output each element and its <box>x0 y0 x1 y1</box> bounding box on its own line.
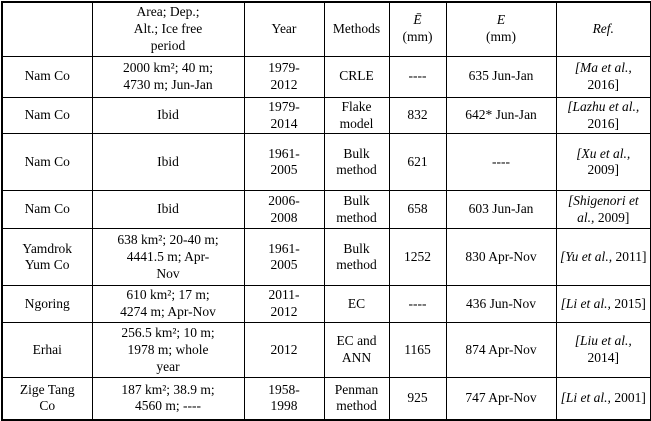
header-row: Area; Dep.; Alt.; Ice free period Year Met… <box>1 1 651 57</box>
lake-name-cell: Nam Co <box>1 96 93 135</box>
methods-cell: EC <box>323 285 390 324</box>
reference-authors: [Lazhu et al., <box>567 98 640 114</box>
reference-year: 2001] <box>614 389 646 405</box>
column-header-methods: Methods <box>323 1 390 57</box>
mean-evaporation-cell: ---- <box>388 55 447 98</box>
reference-authors: [Shigenori et al., <box>567 193 639 225</box>
header-label: Area; Dep.; Alt.; Ice free period <box>133 4 203 53</box>
reference-cell: [Li et al., 2015] <box>555 285 651 324</box>
evaporation-cell: 436 Jun-Nov <box>445 285 557 324</box>
area-depth-altitude-cell: Ibid <box>91 133 245 192</box>
table-row: Ngoring 610 km²; 17 m; 4274 m; Apr-Nov 201… <box>1 285 651 324</box>
reference-authors: [Li et al., <box>560 295 611 311</box>
header-label: Ref. <box>592 20 614 36</box>
table-row: Nam Co 2000 km²; 40 m; 4730 m; Jun-Jan 197… <box>1 55 651 98</box>
mean-evaporation-cell: 832 <box>388 96 447 135</box>
header-label: Methods <box>332 20 381 36</box>
methods-cell: CRLE <box>323 55 390 98</box>
area-depth-altitude-cell: 2000 km²; 40 m; 4730 m; Jun-Jan <box>91 55 245 98</box>
table-row: Yamdrok Yum Co 638 km²; 20-40 m; 4441.5 m… <box>1 228 651 287</box>
area-depth-altitude-cell: Ibid <box>91 96 245 135</box>
lake-name-cell: Nam Co <box>1 190 93 230</box>
reference-cell: [Ma et al., 2016] <box>555 55 651 98</box>
reference-cell: [Li et al., 2001] <box>555 377 651 421</box>
header-label: Year <box>271 20 297 36</box>
column-header-reference: Ref. <box>555 1 651 57</box>
lake-name-cell: Zige Tang Co <box>1 377 93 421</box>
mean-evaporation-cell: 658 <box>388 190 447 230</box>
header-unit: (mm) <box>402 29 433 45</box>
column-header-area: Area; Dep.; Alt.; Ice free period <box>91 1 245 57</box>
lake-name-cell: Ngoring <box>1 285 93 324</box>
table-header: Area; Dep.; Alt.; Ice free period Year Met… <box>1 1 651 57</box>
lake-name-cell: Erhai <box>1 322 93 379</box>
header-label: Ē <box>413 12 422 28</box>
area-depth-altitude-cell: 256.5 km²; 10 m; 1978 m; whole year <box>91 322 245 379</box>
reference-year: 2009] <box>597 209 630 225</box>
year-cell: 2006- 2008 <box>243 190 325 230</box>
table-row: Nam Co Ibid 1961- 2005 Bulk method 621 ---- [X… <box>1 133 651 192</box>
year-cell: 2012 <box>243 322 325 379</box>
mean-evaporation-cell: 1252 <box>388 228 447 287</box>
evaporation-cell: 603 Jun-Jan <box>445 190 557 230</box>
area-depth-altitude-cell: 610 km²; 17 m; 4274 m; Apr-Nov <box>91 285 245 324</box>
reference-cell: [Lazhu et al., 2016] <box>555 96 651 135</box>
table-row: Nam Co Ibid 1979- 2014 Flake model 832 642* J… <box>1 96 651 135</box>
reference-year: 2016] <box>587 76 620 92</box>
column-header-mean-evaporation: Ē (mm) <box>388 1 447 57</box>
year-cell: 1961- 2005 <box>243 133 325 192</box>
methods-cell: Flake model <box>323 96 390 135</box>
reference-year: 2009] <box>587 162 620 178</box>
reference-year: 2015] <box>614 295 646 311</box>
reference-authors: [Li et al., <box>560 389 611 405</box>
table-row: Erhai 256.5 km²; 10 m; 1978 m; whole year… <box>1 322 651 379</box>
methods-cell: Bulk method <box>323 133 390 192</box>
mean-evaporation-cell: 1165 <box>388 322 447 379</box>
column-header-lake <box>1 1 93 57</box>
mean-evaporation-cell: 621 <box>388 133 447 192</box>
reference-cell: [Liu et al., 2014] <box>555 322 651 379</box>
year-cell: 1961- 2005 <box>243 228 325 287</box>
column-header-evaporation: E (mm) <box>445 1 557 57</box>
evaporation-cell: 642* Jun-Jan <box>445 96 557 135</box>
methods-cell: Bulk method <box>323 190 390 230</box>
reference-authors: [Ma et al., <box>574 59 632 75</box>
table-body: Nam Co 2000 km²; 40 m; 4730 m; Jun-Jan 197… <box>1 55 651 421</box>
lake-name-cell: Nam Co <box>1 133 93 192</box>
reference-authors: [Yu et al., <box>560 248 613 264</box>
reference-authors: [Liu et al., <box>574 333 632 349</box>
reference-cell: [Xu et al., 2009] <box>555 133 651 192</box>
reference-cell: [Shigenori et al., 2009] <box>555 190 651 230</box>
year-cell: 1958- 1998 <box>243 377 325 421</box>
methods-cell: EC and ANN <box>323 322 390 379</box>
evaporation-cell: 830 Apr-Nov <box>445 228 557 287</box>
methods-cell: Penman method <box>323 377 390 421</box>
header-label: E <box>496 12 506 28</box>
reference-cell: [Yu et al., 2011] <box>555 228 651 287</box>
mean-evaporation-cell: 925 <box>388 377 447 421</box>
evaporation-cell: 635 Jun-Jan <box>445 55 557 98</box>
methods-cell: Bulk method <box>323 228 390 287</box>
year-cell: 1979- 2014 <box>243 96 325 135</box>
lake-name-cell: Yamdrok Yum Co <box>1 228 93 287</box>
area-depth-altitude-cell: Ibid <box>91 190 245 230</box>
year-cell: 2011- 2012 <box>243 285 325 324</box>
table-row: Zige Tang Co 187 km²; 38.9 m; 4560 m; ---… <box>1 377 651 421</box>
area-depth-altitude-cell: 638 km²; 20-40 m; 4441.5 m; Apr- Nov <box>91 228 245 287</box>
column-header-year: Year <box>243 1 325 57</box>
header-unit: (mm) <box>486 29 516 45</box>
evaporation-cell: 747 Apr-Nov <box>445 377 557 421</box>
reference-year: 2014] <box>587 350 620 366</box>
area-depth-altitude-cell: 187 km²; 38.9 m; 4560 m; ---- <box>91 377 245 421</box>
reference-authors: [Xu et al., <box>576 145 631 161</box>
table-row: Nam Co Ibid 2006- 2008 Bulk method 658 603 Ju… <box>1 190 651 230</box>
lake-name-cell: Nam Co <box>1 55 93 98</box>
reference-year: 2016] <box>587 115 620 131</box>
evaporation-cell: 874 Apr-Nov <box>445 322 557 379</box>
year-cell: 1979- 2012 <box>243 55 325 98</box>
mean-evaporation-cell: ---- <box>388 285 447 324</box>
evaporation-cell: ---- <box>445 133 557 192</box>
reference-year: 2011] <box>615 248 647 264</box>
